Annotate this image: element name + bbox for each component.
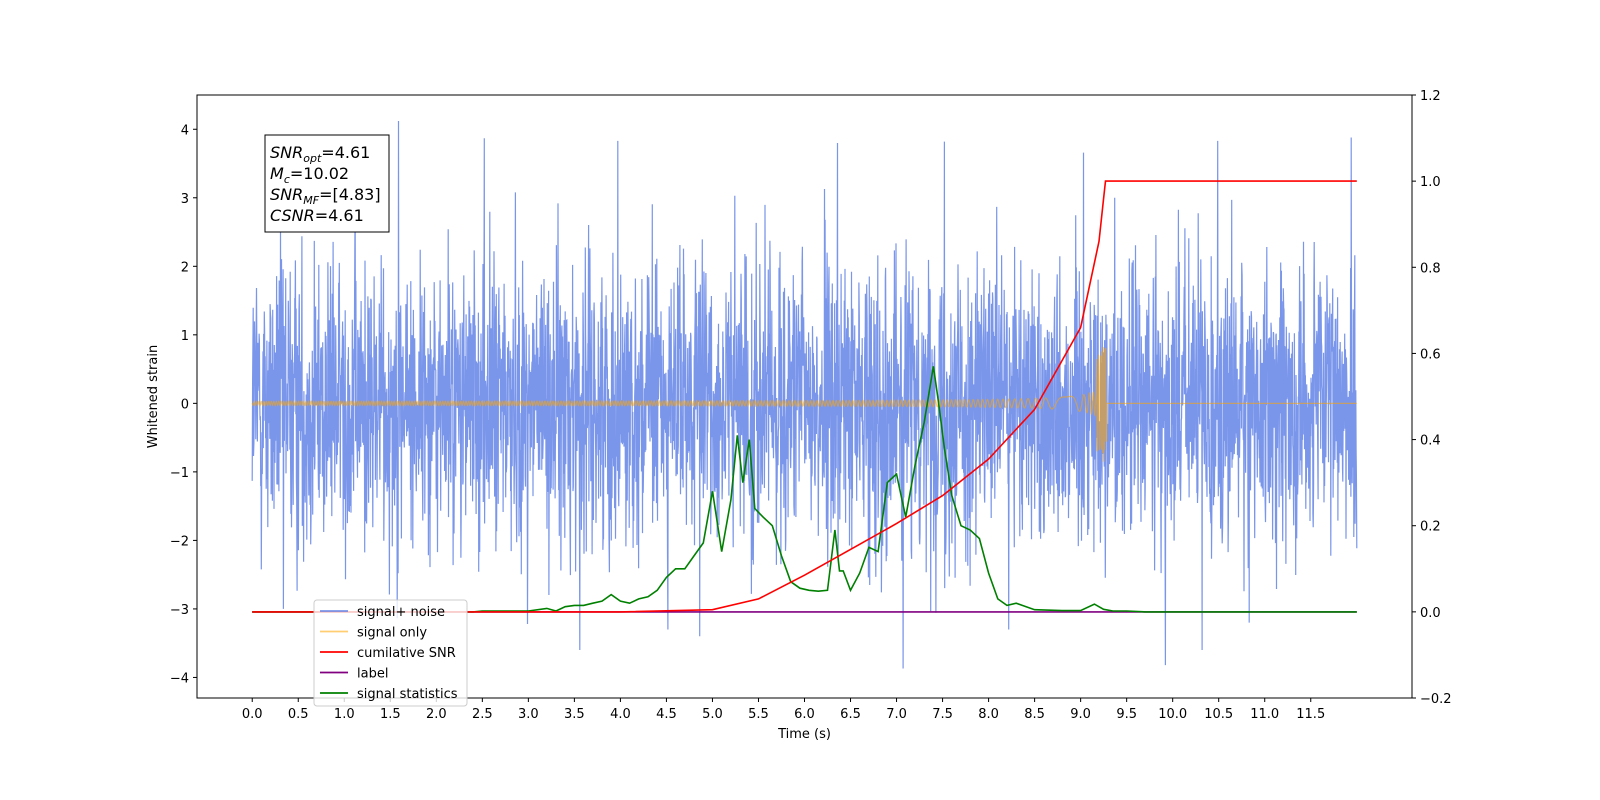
x-axis-label: Time (s) <box>777 727 831 742</box>
x-tick-label: 1.5 <box>380 707 401 722</box>
y-tick-label: 0 <box>181 397 189 412</box>
series-signal-only-line <box>251 346 1357 462</box>
x-tick-label: 9.5 <box>1116 707 1137 722</box>
x-tick-label: 3.5 <box>564 707 585 722</box>
x-tick-label: 10.5 <box>1204 707 1233 722</box>
x-tick-label: 0.0 <box>242 707 263 722</box>
legend-label: signal+ noise <box>357 605 445 620</box>
x-tick-label: 10.0 <box>1158 707 1187 722</box>
legend-label: signal statistics <box>357 687 458 702</box>
y-axis-label: Whitened strain <box>146 345 161 448</box>
x-tick-label: 2.5 <box>472 707 493 722</box>
x-tick-label: 5.5 <box>748 707 769 722</box>
x-tick-label: 8.0 <box>978 707 999 722</box>
x-tick-label: 7.0 <box>886 707 907 722</box>
legend-label: label <box>357 667 388 682</box>
legend-label: signal only <box>357 626 427 641</box>
y2-tick-label: 0.6 <box>1420 347 1441 362</box>
y-tick-label: 4 <box>181 123 189 138</box>
y2-tick-label: 0.0 <box>1420 606 1441 621</box>
x-tick-label: 9.0 <box>1070 707 1091 722</box>
y-tick-label: −3 <box>170 603 189 618</box>
legend-frame <box>313 599 468 707</box>
y-tick-label: 1 <box>181 329 189 344</box>
x-tick-label: 6.5 <box>840 707 861 722</box>
y2-tick-label: 1.2 <box>1420 89 1441 104</box>
y2-tick-label: 1.0 <box>1420 175 1441 190</box>
y-tick-label: −4 <box>170 671 189 686</box>
info-line: SNRMF=[4.83] <box>270 185 381 207</box>
series-signal-noise-line <box>251 120 1358 669</box>
x-tick-label: 1.0 <box>334 707 355 722</box>
y-tick-label: 3 <box>181 192 189 207</box>
x-tick-label: 7.5 <box>932 707 953 722</box>
x-tick-label: 5.0 <box>702 707 723 722</box>
x-tick-label: 4.0 <box>610 707 631 722</box>
y2-tick-label: 0.2 <box>1420 520 1441 535</box>
y-tick-label: −1 <box>170 466 189 481</box>
legend: signal+ noise signal only cumilative SNR la… <box>313 599 468 707</box>
x-tick-label: 2.0 <box>426 707 447 722</box>
series-cumilative-snr-line <box>252 180 1357 613</box>
x-tick-label: 6.0 <box>794 707 815 722</box>
x-tick-label: 11.5 <box>1296 707 1325 722</box>
y-tick-label: −2 <box>170 534 189 549</box>
x-tick-label: 3.0 <box>518 707 539 722</box>
info-box-frame <box>264 134 390 233</box>
info-line: SNRopt=4.61 <box>270 143 370 165</box>
legend-label: cumilative SNR <box>357 646 456 661</box>
x-tick-label: 4.5 <box>656 707 677 722</box>
y2-tick-label: 0.8 <box>1420 261 1441 276</box>
series-signal-statistics-line <box>252 366 1357 613</box>
x-tick-label: 0.5 <box>288 707 309 722</box>
info-line: Mc=10.02 <box>270 164 349 186</box>
x-tick-label: 8.5 <box>1024 707 1045 722</box>
y-tick-label: 2 <box>181 260 189 275</box>
y2-tick-label: 0.4 <box>1420 434 1441 449</box>
info-line: CSNR=4.61 <box>270 206 364 225</box>
axes: 0.0 0.5 1.0 1.5 2.0 2.5 3.0 3.5 4.0 4.5 5.0 5.5 6.0 6… <box>146 89 1452 742</box>
y2-tick-label: −0.2 <box>1420 692 1452 707</box>
x-tick-label: 11.0 <box>1250 707 1279 722</box>
